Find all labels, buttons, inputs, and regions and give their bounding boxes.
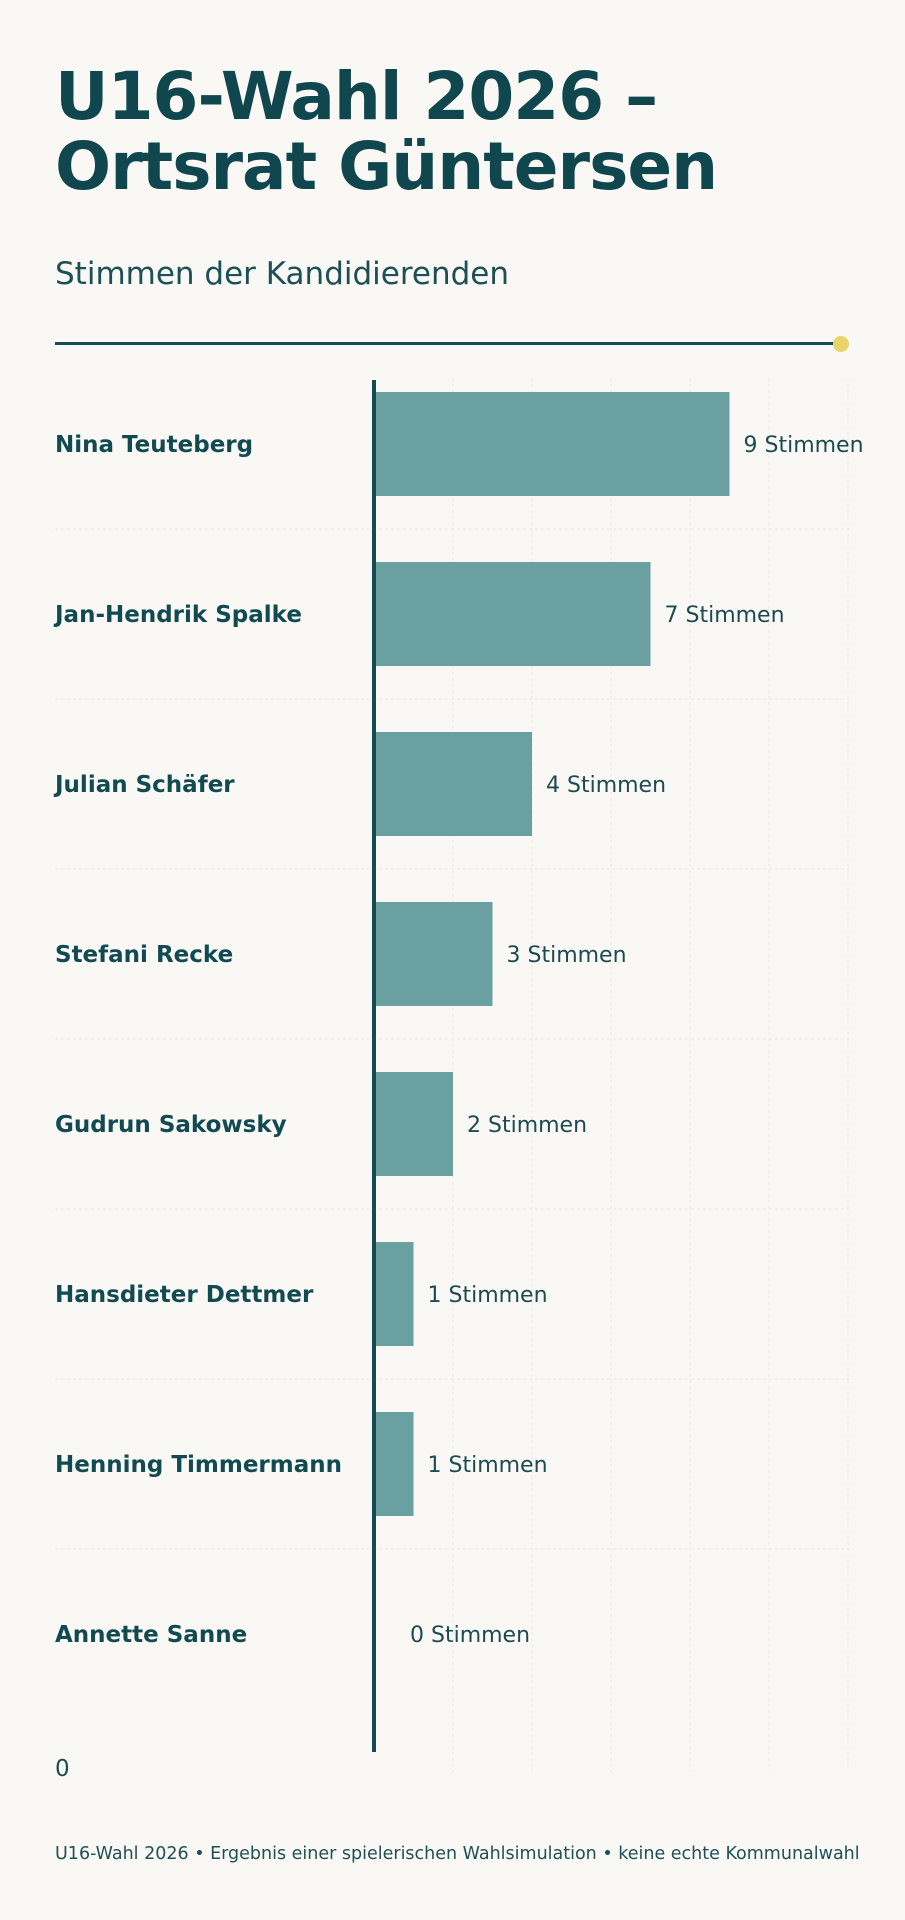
chart-subtitle: Stimmen der Kandidierenden: [55, 256, 510, 292]
value-label: 7 Stimmen: [665, 603, 785, 628]
value-label: 0 Stimmen: [410, 1623, 530, 1648]
chart-title-line-1: U16-Wahl 2026 –: [55, 58, 658, 135]
candidate-label: Jan-Hendrik Spalke: [53, 602, 302, 628]
value-label: 9 Stimmen: [744, 433, 864, 458]
candidate-label: Stefani Recke: [55, 942, 233, 968]
candidate-label: Hansdieter Dettmer: [55, 1282, 314, 1308]
bar: [374, 1072, 453, 1176]
bar: [374, 1242, 414, 1346]
value-label: 4 Stimmen: [546, 773, 666, 798]
chart-title: U16-Wahl 2026 – Ortsrat Güntersen: [55, 62, 855, 202]
bar: [374, 1412, 414, 1516]
bar: [374, 902, 493, 1006]
value-label: 1 Stimmen: [428, 1453, 548, 1478]
bar: [374, 562, 651, 666]
candidate-label: Julian Schäfer: [53, 772, 235, 798]
bar: [374, 732, 532, 836]
title-rule: [55, 342, 840, 345]
candidate-label: Nina Teuteberg: [55, 432, 253, 458]
chart-title-line-2: Ortsrat Güntersen: [55, 128, 718, 205]
value-label: 1 Stimmen: [428, 1283, 548, 1308]
candidate-label: Gudrun Sakowsky: [55, 1112, 287, 1138]
footer-note: U16-Wahl 2026 • Ergebnis einer spieleris…: [55, 1844, 860, 1864]
value-label: 3 Stimmen: [507, 943, 627, 968]
value-label: 2 Stimmen: [467, 1113, 587, 1138]
bar: [374, 392, 730, 496]
candidate-label: Annette Sanne: [55, 1622, 247, 1648]
accent-dot: [833, 336, 849, 352]
x-tick-label: 0: [55, 1756, 70, 1782]
candidate-label: Henning Timmermann: [55, 1452, 342, 1478]
